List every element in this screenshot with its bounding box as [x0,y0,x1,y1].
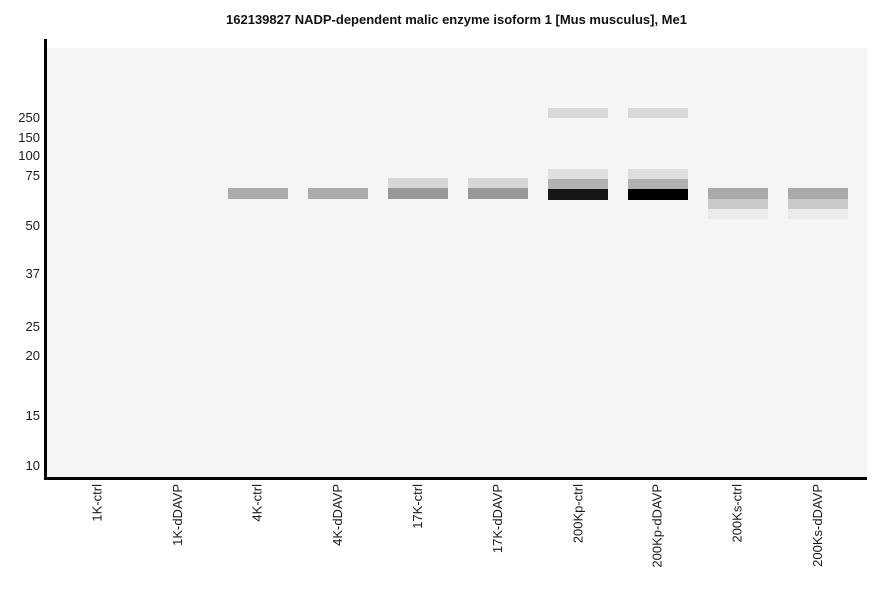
gel-band-200Kp-ctrl [548,189,608,200]
mw-marker-label: 25 [25,319,40,334]
gel-band-4K-ctrl [228,188,288,199]
gel-band-200Kp-dDAVP [628,108,688,118]
x-axis-line [44,477,867,480]
gel-band-17K-ctrl [388,188,448,199]
mw-marker-label: 10 [25,458,40,473]
mw-marker-label: 250 [18,110,40,125]
gel-band-17K-dDAVP [468,188,528,199]
gel-band-200Ks-dDAVP [788,209,848,219]
lane-label: 4K-ctrl [250,484,265,522]
mw-marker-label: 75 [25,168,40,183]
gel-band-200Kp-dDAVP [628,179,688,189]
mw-marker-label: 15 [25,408,40,423]
gel-band-17K-dDAVP [468,178,528,188]
lane-label: 17K-dDAVP [490,484,505,554]
mw-marker-label: 37 [25,266,40,281]
lane-label: 1K-dDAVP [170,484,185,546]
gel-band-200Kp-ctrl [548,179,608,189]
mw-marker-label: 50 [25,218,40,233]
gel-band-200Ks-ctrl [708,188,768,199]
lane-label: 200Ks-dDAVP [810,484,825,567]
lane-label: 200Kp-ctrl [570,484,585,544]
gel-band-200Ks-ctrl [708,199,768,209]
gel-band-200Kp-ctrl [548,108,608,118]
lane-label: 1K-ctrl [90,484,105,522]
gel-band-200Ks-ctrl [708,209,768,219]
lane-label: 17K-ctrl [410,484,425,529]
gel-band-200Ks-dDAVP [788,199,848,209]
gel-band-200Ks-dDAVP [788,188,848,199]
gel-band-200Kp-dDAVP [628,169,688,179]
mw-marker-label: 100 [18,148,40,163]
mw-marker-label: 150 [18,130,40,145]
lane-label: 200Ks-ctrl [730,484,745,543]
gel-band-200Kp-ctrl [548,169,608,179]
y-axis-line [44,39,47,480]
gel-band-200Kp-dDAVP [628,189,688,200]
figure-title: 162139827 NADP-dependent malic enzyme is… [226,12,687,27]
mw-marker-label: 20 [25,348,40,363]
lane-label: 200Kp-dDAVP [650,484,665,568]
lane-label: 4K-dDAVP [330,484,345,546]
gel-band-4K-dDAVP [308,188,368,199]
plot-area [46,48,867,477]
gel-band-17K-ctrl [388,178,448,188]
